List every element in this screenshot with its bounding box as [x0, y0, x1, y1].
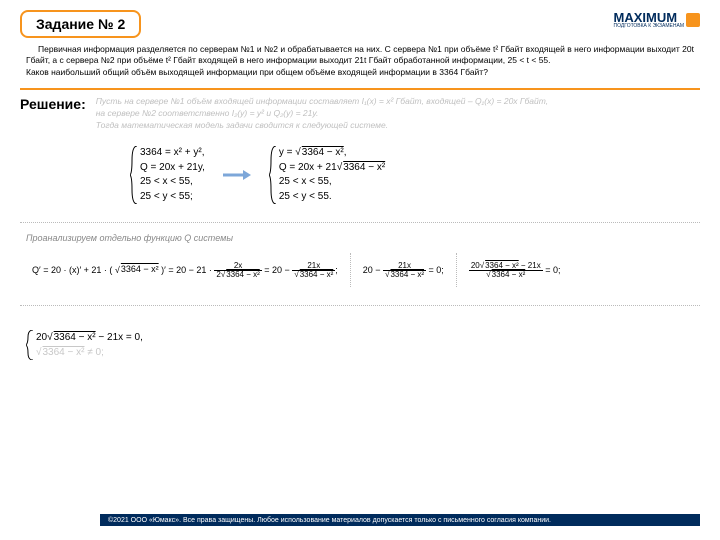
system-1: 3364 = x² + y², Q = 20x + 21y, 25 < x < … [130, 146, 205, 204]
d2a: 20 − [363, 264, 383, 274]
logo-subtitle: ПОДГОТОВКА К ЭКЗАМЕНАМ [614, 23, 684, 29]
sys2-l3: 25 < x < 55, [279, 175, 385, 190]
sys1-l4: 25 < y < 55; [140, 190, 205, 205]
deriv-cell-2: 20 − 21x√3364 − x² = 0; [357, 262, 450, 279]
problem-statement: Первичная информация разделяется по серв… [0, 44, 720, 78]
deriv-cell-3: 20√3364 − x² − 21x√3364 − x² = 0; [463, 262, 567, 279]
f2b: ≠ 0; [84, 347, 103, 358]
footer-bar: ©2021 ООО «Юмакс». Все права защищены. Л… [100, 514, 700, 526]
solution-heading: Решение: [20, 96, 96, 112]
sys1-l3: 25 < x < 55, [140, 175, 205, 190]
arrow-right-icon [223, 168, 251, 182]
f1b: − 21x = 0, [96, 332, 143, 343]
solution-intro: Пусть на сервере №1 объём входящей инфор… [96, 96, 548, 132]
sys2-l1: y = √3364 − x², [279, 146, 385, 161]
d2b: = 0; [426, 264, 444, 274]
intro-line-2: на сервере №2 соответственно I₂(y) = y² … [96, 108, 319, 118]
sys2-l1a: y = [279, 147, 295, 158]
sys2-l2b: 3364 − x² [342, 162, 385, 173]
brace-icon [130, 146, 138, 204]
final-system: 20√3364 − x² − 21x = 0, √3364 − x² ≠ 0; [0, 314, 720, 360]
logo-icon [686, 13, 700, 27]
d3d: 3364 − x² [491, 270, 526, 279]
intro-line-3: Тогда математическая модель задачи своди… [96, 120, 388, 130]
brand-logo: MAXIMUM ПОДГОТОВКА К ЭКЗАМЕНАМ [614, 10, 700, 29]
d1f2d: 3364 − x² [299, 270, 334, 279]
f2s: 3364 − x² [42, 347, 85, 358]
d1fd2: 3364 − x² [225, 270, 260, 279]
sys2-l1b: 3364 − x² [301, 147, 344, 158]
task-badge: Задание № 2 [20, 10, 141, 38]
d1b: )′ = 20 − 21 · [159, 264, 215, 274]
sys2-l4: 25 < y < 55. [279, 190, 385, 205]
sys1-l2: Q = 20x + 21y, [140, 161, 205, 176]
sys2-l2: Q = 20x + 21√3364 − x² [279, 161, 385, 176]
f1s: 3364 − x² [53, 332, 96, 343]
system-equations-row: 3364 = x² + y², Q = 20x + 21y, 25 < x < … [0, 132, 720, 214]
d3b: = 0; [543, 264, 561, 274]
d1c: = 20 − [262, 264, 293, 274]
d3na: 20 [471, 261, 480, 270]
footer-text: ©2021 ООО «Юмакс». Все права защищены. Л… [108, 517, 551, 524]
final-l1: 20√3364 − x² − 21x = 0, [36, 330, 720, 345]
dotted-divider [20, 222, 700, 223]
vertical-divider [456, 253, 457, 287]
f1a: 20 [36, 332, 47, 343]
d1d: ; [335, 264, 338, 274]
sys2-l2a: Q = 20x + 21 [279, 162, 337, 173]
dotted-divider [20, 305, 700, 306]
d3nb: − 21x [519, 261, 541, 270]
final-l2: √3364 − x² ≠ 0; [36, 345, 720, 360]
intro-line-1: Пусть на сервере №1 объём входящей инфор… [96, 96, 548, 106]
system-2: y = √3364 − x², Q = 20x + 21√3364 − x² 2… [269, 146, 385, 204]
brace-icon [269, 146, 277, 204]
sys2-l1c: , [344, 147, 347, 158]
d1fd1: 2 [216, 270, 220, 279]
d2fd: 3364 − x² [389, 270, 424, 279]
d3ns: 3364 − x² [484, 261, 519, 270]
d1a: Q′ = 20 · (x)′ + 21 · ( [32, 264, 115, 274]
brace-icon [26, 330, 34, 360]
deriv-cell-1: Q′ = 20 · (x)′ + 21 · ( √3364 − x² )′ = … [26, 262, 344, 279]
analysis-label: Проанализируем отдельно функцию Q систем… [0, 231, 720, 249]
problem-line-1: Первичная информация разделяется по серв… [26, 44, 694, 65]
d1s: 3364 − x² [120, 264, 159, 274]
problem-line-2: Каков наибольший общий объём выходящей и… [26, 67, 488, 77]
derivative-row: Q′ = 20 · (x)′ + 21 · ( √3364 − x² )′ = … [0, 249, 720, 297]
vertical-divider [350, 253, 351, 287]
sys1-l1: 3364 = x² + y², [140, 146, 205, 161]
